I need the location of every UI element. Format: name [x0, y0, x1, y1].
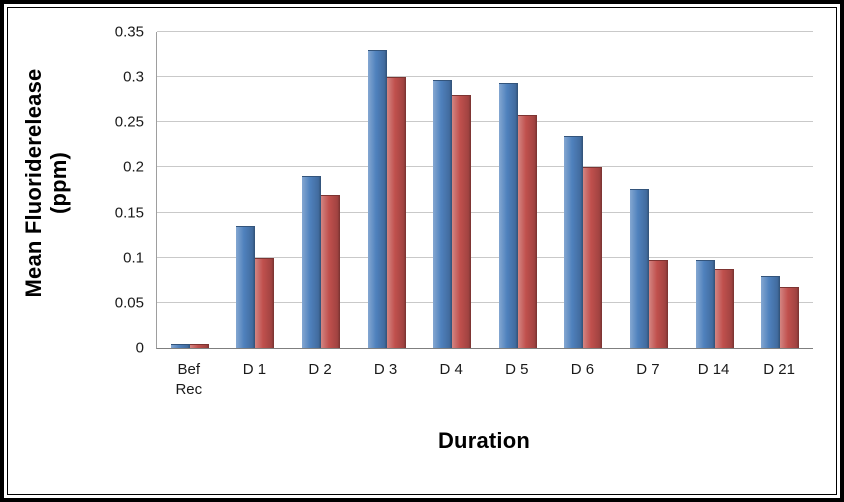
x-tick-label-text: D 1: [242, 361, 267, 378]
bar-blue: [170, 343, 190, 348]
x-tick-label-text: D 21: [763, 361, 795, 378]
bar-group: [485, 32, 551, 348]
bar-blue: [433, 79, 453, 348]
bar-blue: [301, 176, 321, 348]
bar-red: [517, 115, 537, 348]
gridline: [157, 31, 813, 32]
x-tick-label-text: D 3: [373, 361, 398, 378]
bar-blue: [695, 259, 715, 348]
bar-blue: [236, 226, 256, 348]
y-tick-label: 0.05: [114, 294, 144, 312]
bar-red: [386, 77, 406, 348]
bar-group: [682, 32, 748, 348]
chart-canvas: Mean Fluoriderelease (ppm) 0 0.05 0.1 0.15 0…: [7, 7, 837, 495]
bar-group: [419, 32, 485, 348]
bar-red: [255, 257, 275, 348]
x-tick-label: D 1: [222, 360, 288, 399]
bar-group: [288, 32, 354, 348]
bar-blue: [629, 189, 649, 348]
bar-groups: [157, 32, 813, 348]
x-tick-label-text: D 6: [570, 361, 595, 378]
plot-area: [156, 31, 813, 349]
y-tick-label: 0.1: [123, 249, 144, 267]
gridline: [157, 301, 813, 303]
bar-blue: [367, 50, 387, 348]
bar-red: [583, 167, 603, 348]
y-axis-labels: 0 0.05 0.1 0.15 0.2 0.25 0.3 0.35: [8, 24, 148, 357]
bar-blue: [761, 275, 781, 348]
gridline: [157, 211, 813, 213]
bar-red: [452, 95, 472, 348]
bar-group: [223, 32, 289, 348]
x-tick-label-text: D 7: [636, 361, 660, 378]
y-tick-label: 0.35: [114, 23, 144, 41]
gridline: [157, 166, 813, 168]
x-axis-title: Duration: [437, 428, 531, 453]
bar-blue: [564, 135, 584, 348]
x-tick-label-text: D 14: [697, 361, 730, 378]
x-tick-label: D 3: [353, 360, 419, 399]
x-tick-label-text: D 4: [439, 361, 463, 378]
bar-red: [648, 259, 668, 348]
gridline: [157, 121, 813, 123]
bar-group: [747, 32, 813, 348]
y-tick-label: 0.2: [123, 158, 144, 176]
bar-group: [157, 32, 223, 348]
x-tick-label: D 2: [287, 360, 353, 399]
x-tick-label: D 7: [615, 360, 681, 399]
y-tick-label: 0.3: [123, 68, 144, 86]
bar-red: [780, 286, 800, 348]
y-tick-label: 0: [135, 339, 144, 357]
bar-red: [189, 343, 209, 348]
bar-blue: [498, 83, 518, 348]
x-tick-label: D 6: [550, 360, 616, 399]
bar-red: [714, 268, 734, 348]
bar-red: [320, 194, 340, 348]
x-tick-label: D 14: [681, 360, 747, 399]
x-tick-label-text: D 2: [308, 361, 332, 378]
bar-group: [616, 32, 682, 348]
gridline: [157, 256, 813, 258]
x-tick-label-text: Bef Rec: [175, 361, 203, 398]
x-tick-label-text: D 5: [505, 361, 529, 378]
x-tick-label: Bef Rec: [156, 360, 222, 399]
x-tick-label: D 5: [484, 360, 550, 399]
x-tick-label: D 21: [746, 360, 812, 399]
bar-group: [551, 32, 617, 348]
x-tick-label: D 4: [418, 360, 484, 399]
bar-group: [354, 32, 420, 348]
x-axis-labels: Bef Rec D 1 D 2 D 3 D 4 D 5 D 6 D 7 D 14 D 21: [156, 360, 812, 399]
y-tick-label: 0.15: [114, 204, 144, 222]
gridline: [157, 76, 813, 78]
y-tick-label: 0.25: [114, 113, 144, 131]
